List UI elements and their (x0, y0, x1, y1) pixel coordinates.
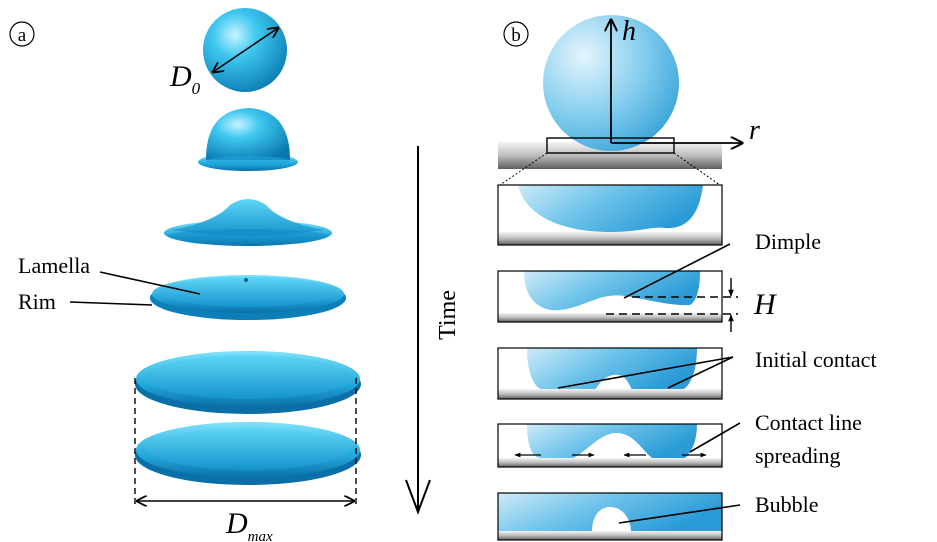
time-label: Time (435, 290, 461, 340)
panel-b-circle (503, 21, 529, 47)
d0-diameter-arrow (213, 28, 278, 72)
droplet-disk-max (135, 422, 361, 485)
rim-label: Rim (18, 289, 56, 314)
zoom-line-left (499, 152, 548, 186)
contact-line-label-2: spreading (755, 443, 841, 468)
lamella-label: Lamella (18, 253, 90, 278)
panel-a-circle (9, 21, 35, 47)
contact-line-pointer (689, 422, 741, 453)
time-axis: Time (405, 146, 461, 515)
panel-b: b h r H (497, 15, 877, 541)
dimple-label: Dimple (755, 229, 821, 254)
panel-b-tag: b (511, 25, 521, 46)
zoom-frame-5 (497, 492, 723, 541)
initial-contact-label: Initial contact (755, 347, 877, 372)
panel-a: a D0 Lamella Rim (9, 8, 361, 542)
d0-label: D0 (169, 60, 201, 98)
rim-pointer (69, 301, 153, 306)
zoom-box (546, 137, 675, 154)
droplet-bell (164, 199, 332, 246)
droplet-disk-upper (135, 351, 361, 414)
r-axis-label: r (749, 115, 760, 146)
zoom-line-right (673, 152, 721, 186)
bubble-label: Bubble (755, 492, 819, 517)
lamella-pointer (99, 271, 201, 295)
droplet-dome (198, 108, 298, 171)
H-label: H (753, 288, 778, 321)
panel-a-tag: a (18, 25, 27, 46)
zoom-frame-3 (497, 347, 723, 400)
zoom-frame-4 (497, 423, 723, 468)
droplet-sphere (203, 8, 287, 92)
h-axis-label: h (622, 16, 636, 47)
dmax-label: Dmax (225, 507, 273, 542)
contact-line-label-1: Contact line (755, 410, 862, 435)
dimple-pointer (623, 243, 731, 299)
contact-pointer-right (667, 356, 734, 389)
droplet-lamella (150, 275, 346, 320)
zoom-frame-1 (497, 184, 723, 246)
bubble-pointer (618, 504, 741, 524)
contact-pointer-left (557, 356, 734, 389)
